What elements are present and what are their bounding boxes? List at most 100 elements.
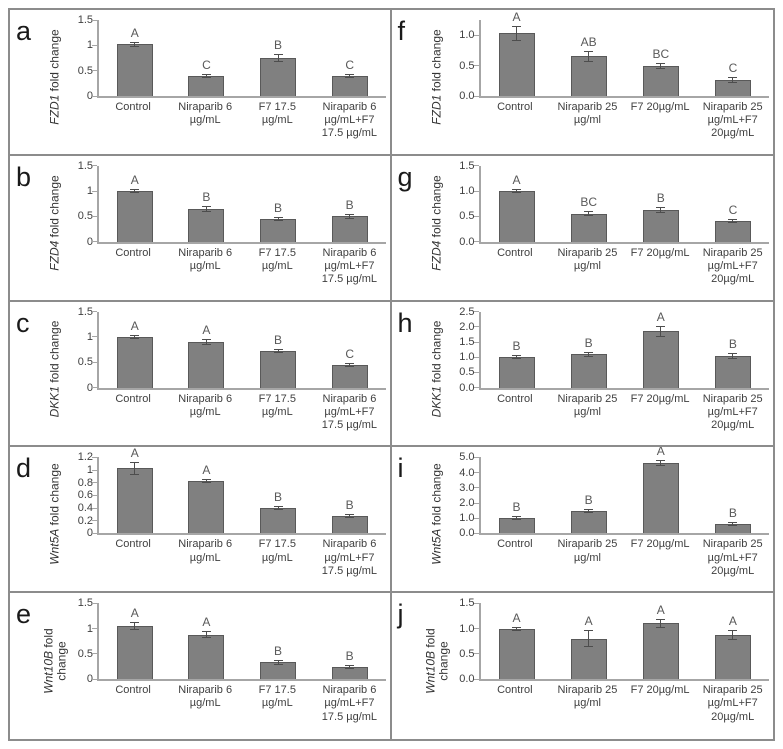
x-category-label: Niraparib 25 µg/ml xyxy=(557,101,618,127)
y-axis-title-text: fold change xyxy=(47,175,62,241)
bar-group: B xyxy=(314,457,386,534)
significance-letter: B xyxy=(345,497,354,512)
bar xyxy=(714,220,751,242)
x-category-label: Niraparib 25 µg/ml xyxy=(557,538,618,564)
y-tick-mark xyxy=(92,602,97,604)
y-tick-label: 0.5 xyxy=(459,647,475,660)
error-bar xyxy=(584,630,594,648)
y-tick-mark xyxy=(473,95,479,97)
bar-group: B xyxy=(697,457,769,534)
bar-group: C xyxy=(314,20,386,96)
significance-letter: A xyxy=(656,447,665,458)
panel-i: i Wnt5A fold change 0.0 1.0 2.0 3.0 4.0 5.0 B… xyxy=(391,447,773,594)
plot-area: A C B C xyxy=(92,19,386,98)
x-category-label: Niraparib 6 µg/mL xyxy=(178,246,233,272)
error-bar xyxy=(512,189,522,194)
x-category-label: Niraparib 25 µg/ml xyxy=(557,246,618,272)
x-category-label: Control xyxy=(115,246,151,259)
significance-letter: A xyxy=(584,614,593,629)
y-axis-title-text: fold change xyxy=(47,320,62,386)
bar-group: A xyxy=(171,457,243,534)
error-bar xyxy=(345,362,355,367)
plot-area: B B A B xyxy=(473,447,769,536)
plot-area: A B B B xyxy=(92,165,386,244)
bar xyxy=(116,468,153,534)
y-tick-mark xyxy=(473,311,479,313)
significance-letter: B xyxy=(274,333,283,348)
y-axis-ticks: 0.0 1.0 2.0 3.0 4.0 5.0 xyxy=(452,451,479,539)
y-axis-ticks: 0 0.5 1 1.5 xyxy=(70,14,97,102)
bar xyxy=(498,191,535,242)
significance-letter: B xyxy=(584,492,593,507)
y-tick-mark xyxy=(92,387,97,389)
x-category-label: F7 17.5 µg/mL xyxy=(258,392,296,418)
x-category-label: F7 20µg/mL xyxy=(630,101,690,113)
panel-letter: h xyxy=(397,307,413,338)
error-bar xyxy=(728,522,738,527)
error-bar xyxy=(728,218,738,223)
y-tick-mark xyxy=(473,65,479,67)
bar-group: C xyxy=(697,166,769,242)
panel-letter: j xyxy=(397,599,404,630)
x-category-label: Niraparib 6 µg/mL+F7 17.5 µg/mL xyxy=(321,246,378,286)
y-tick-mark xyxy=(92,190,97,192)
y-tick-mark xyxy=(92,678,97,680)
x-axis-labels: Control Niraparib 6 µg/mL F7 17.5 µg/mL Nir… xyxy=(97,247,386,287)
x-category-label: F7 20µg/mL xyxy=(630,684,690,697)
bar-group: A xyxy=(99,603,171,680)
y-tick-mark xyxy=(473,502,479,504)
bar-group: A xyxy=(697,603,769,680)
bar-group: B xyxy=(242,312,314,388)
y-tick-label: 1 xyxy=(86,185,93,198)
bar-group: B xyxy=(242,20,314,96)
y-tick-mark xyxy=(473,653,479,655)
gene-name: FZD4 xyxy=(47,240,62,271)
error-bar xyxy=(273,349,283,354)
y-tick-label: 0.5 xyxy=(459,59,475,72)
x-category-label: F7 17.5 µg/mL xyxy=(258,684,296,710)
x-category-label: Control xyxy=(497,101,533,113)
x-category-label: Control xyxy=(497,392,533,405)
bar-group: A xyxy=(625,309,697,388)
bar xyxy=(498,357,535,388)
error-bar xyxy=(130,621,140,631)
x-category-label: Niraparib 6 µg/mL xyxy=(178,684,233,710)
bar-group: A xyxy=(171,603,243,680)
error-bar xyxy=(656,618,666,629)
error-bar xyxy=(656,62,666,69)
bar xyxy=(498,33,535,96)
significance-letter: A xyxy=(656,309,665,324)
y-tick-mark xyxy=(473,628,479,630)
bar xyxy=(116,191,153,242)
significance-letter: A xyxy=(656,602,665,617)
x-category-label: F7 17.5 µg/mL xyxy=(258,538,296,564)
plot-area: A A B C xyxy=(92,311,386,390)
bar-group: B xyxy=(242,166,314,242)
y-tick-mark xyxy=(92,44,97,46)
error-bar xyxy=(273,659,283,666)
y-axis-ticks: 0 0.5 1 1.5 xyxy=(70,597,97,685)
panel-letter: b xyxy=(16,161,32,192)
y-tick-mark xyxy=(473,326,479,328)
x-axis-labels: Control Niraparib 25 µg/ml F7 20µg/mL Nirap… xyxy=(479,101,770,141)
plot-area: B B A B xyxy=(473,309,769,390)
x-category-label: Niraparib 6 µg/mL xyxy=(178,392,233,418)
y-axis-title: FZD4 fold change xyxy=(40,160,70,300)
y-tick-label: 0.2 xyxy=(77,514,93,527)
y-tick-mark xyxy=(473,532,479,534)
y-tick-mark xyxy=(92,70,97,72)
panel-letter: d xyxy=(16,453,32,484)
y-tick-label: 1.5 xyxy=(459,336,475,348)
y-axis-title-text: fold change xyxy=(429,29,444,95)
gene-name: DKK1 xyxy=(429,385,444,417)
significance-letter: C xyxy=(345,346,355,361)
bar xyxy=(331,515,368,534)
x-category-label: Niraparib 25 µg/mL+F7 20µg/mL xyxy=(702,684,763,723)
panel-letter: e xyxy=(16,599,32,630)
significance-letter: C xyxy=(728,60,738,75)
bar-group: A xyxy=(481,603,553,680)
x-axis-labels: Control Niraparib 25 µg/ml F7 20µg/mL Nirap… xyxy=(479,247,770,287)
x-category-label: Niraparib 25 µg/mL+F7 20µg/mL xyxy=(702,392,763,431)
y-tick-mark xyxy=(92,494,97,496)
